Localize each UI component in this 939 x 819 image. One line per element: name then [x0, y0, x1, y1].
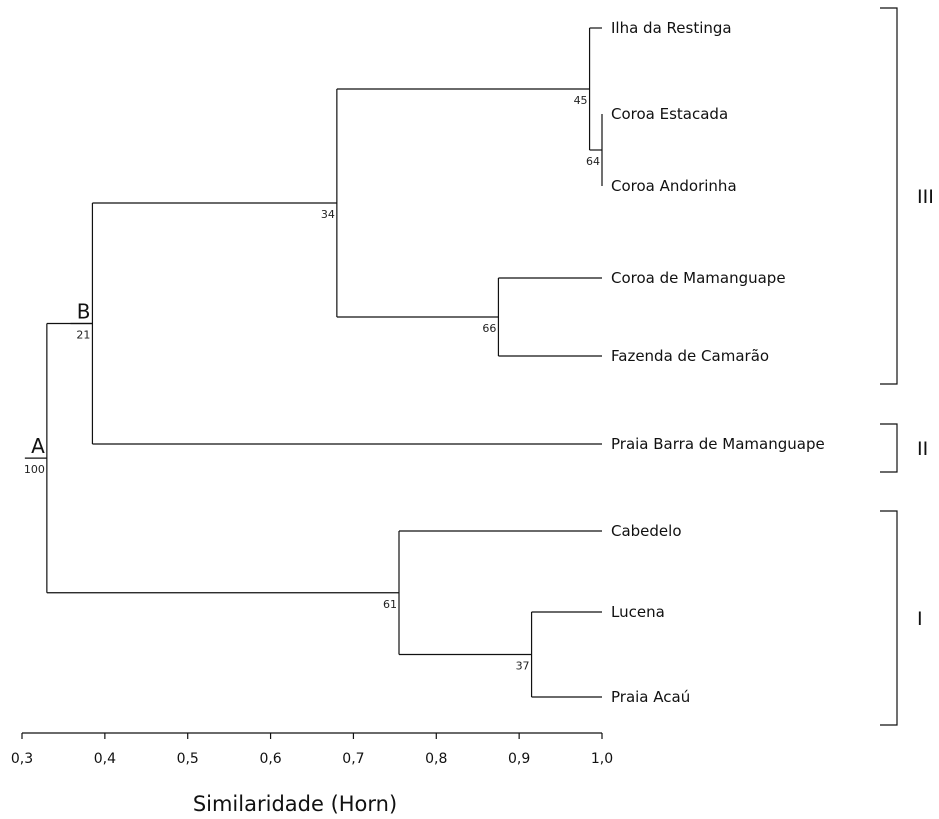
leaf-label-andorinha: Coroa Andorinha: [611, 177, 737, 195]
leaf-label-ilha: Ilha da Restinga: [611, 19, 732, 37]
axis-tick-label-4: 0,7: [342, 751, 364, 767]
leaf-label-lucena: Lucena: [611, 603, 665, 621]
leaf-label-mamanguape: Coroa de Mamanguape: [611, 269, 786, 287]
leaf-labels: Ilha da Restinga Coroa Estacada Coroa Ando…: [611, 19, 825, 706]
leaf-label-cabedelo: Cabedelo: [611, 522, 682, 540]
leaf-label-fazenda: Fazenda de Camarão: [611, 347, 769, 365]
node-letter-nB: B: [77, 300, 91, 324]
group-bracket-0: [880, 7, 898, 385]
support-value-nA: 100: [24, 463, 45, 476]
support-value-n37: 37: [516, 660, 530, 673]
leaf-label-estacada: Coroa Estacada: [611, 105, 728, 123]
group-label-1: II: [917, 438, 928, 460]
axis-tick-label-3: 0,6: [259, 751, 281, 767]
leaf-label-barra: Praia Barra de Mamanguape: [611, 435, 825, 453]
support-value-n34: 34: [321, 208, 335, 221]
axis-tick-label-0: 0,3: [11, 751, 33, 767]
axis-tick-label-2: 0,5: [177, 751, 199, 767]
axis-tick-label-1: 0,4: [94, 751, 116, 767]
tree-branches: [24, 27, 603, 698]
support-value-n64: 64: [586, 155, 600, 168]
support-value-n45: 45: [574, 94, 588, 107]
group-label-0: III: [917, 186, 934, 208]
leaf-label-acau: Praia Acaú: [611, 688, 690, 706]
axis-tick-label-5: 0,8: [425, 751, 447, 767]
support-value-n66: 66: [482, 322, 496, 335]
node-letter-nA: A: [31, 434, 45, 458]
axis-title: Similaridade (Horn): [193, 792, 397, 816]
group-bracket-1: [880, 423, 898, 473]
x-axis: 0,3 0,4 0,5 0,6 0,7 0,8 0,9 1,0: [11, 732, 613, 767]
axis-tick-label-6: 0,9: [508, 751, 530, 767]
support-value-nB: 21: [76, 329, 90, 342]
axis-tick-label-7: 1,0: [591, 751, 613, 767]
support-value-n61: 61: [383, 598, 397, 611]
group-bracket-2: [880, 510, 898, 726]
group-label-2: I: [917, 608, 923, 630]
support-values: 64 45 66 34 B 21 37 61 A 100: [24, 94, 600, 673]
